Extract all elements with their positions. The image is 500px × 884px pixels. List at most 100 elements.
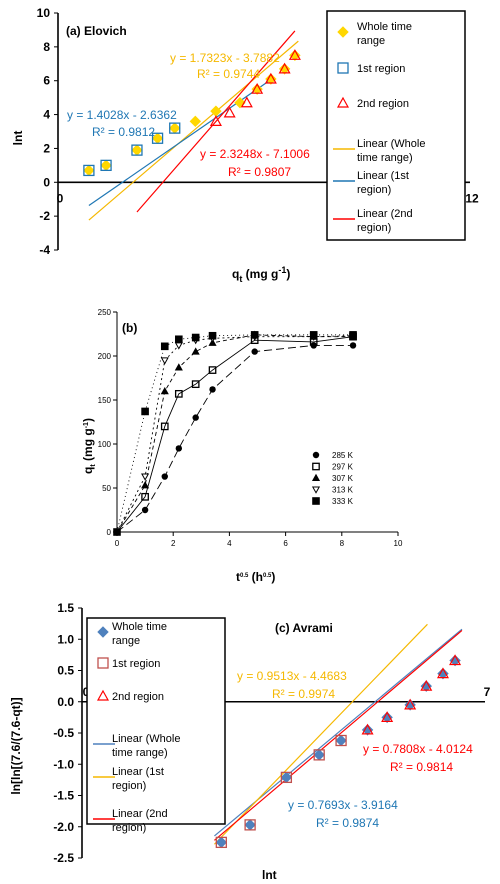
point-297k [208,366,217,374]
chart-a-eq-whole: y = 1.7323x - 3.7882 [170,51,280,65]
chart-a-fit-lines [88,30,299,221]
point-333k [349,331,357,339]
chart-c-title: (c) Avrami [275,621,333,635]
legend-label: Linear (2nd [112,808,168,820]
chart-c-points [215,654,462,849]
point-333k [309,331,318,339]
chart-b-legend: 285 K 297 K 307 K 313 K 333 K [311,451,354,506]
legend-label: Linear (1st [112,766,164,778]
legend-label: Linear (Whole [112,733,180,745]
x-tick-label: 0 [57,191,64,205]
point-second-triangle [381,711,394,722]
point-whole-diamond [83,164,95,177]
y-tick-label: -1.0 [53,757,74,771]
chart-a-title: (a) Elovich [66,24,127,38]
chart-a-xlabel: qt (mg g-1) [232,265,290,284]
point-333k [250,331,259,339]
point-307k [174,363,183,371]
legend-frame [86,617,226,825]
point-whole-diamond [131,144,143,156]
fit-line-first [88,76,275,207]
x-tick-label: 7 [484,685,491,699]
point-second-triangle [223,106,236,118]
point-first-square [313,749,325,761]
point-285k [161,473,168,480]
x-tick-label: 0 [83,685,90,699]
legend-symbol [311,473,321,482]
legend-label: Linear (1st [357,170,409,182]
legend-label: region) [357,184,391,196]
y-tick-label: 2 [43,141,50,155]
point-first-square [83,164,95,177]
chart-a-ylabel: lnt [11,131,25,146]
point-whole-diamond [335,734,347,747]
point-whole-diamond [234,97,246,109]
point-whole-diamond [100,159,112,172]
legend-label: Linear (2nd [357,208,413,220]
point-307k [141,481,150,489]
fit-line-whole [88,40,299,221]
point-297k [141,492,149,501]
point-whole-diamond [189,115,202,128]
chart-a-eq-second: y = 2.3248x - 7.1006 [200,147,310,161]
point-313k [141,473,150,481]
y-tick-label: 1.0 [57,632,74,646]
point-second-triangle [264,72,277,84]
series-line-307k [116,334,354,533]
legend-label: time range) [357,152,413,164]
y-tick-label: -0.5 [53,726,74,740]
point-285k [192,414,199,421]
point-second-triangle [278,62,291,74]
point-whole-diamond [215,836,228,849]
point-285k [141,506,149,514]
point-333k [191,333,200,342]
point-origin [113,528,121,536]
chart-c-ylabel: ln[ln[(7.6/(7.6-qt)] [9,697,23,794]
chart-c-xlabel: lnt [262,868,277,882]
point-whole-diamond [437,667,449,680]
legend-label: range [112,635,140,647]
point-whole-diamond [420,680,432,692]
point-second-triangle [251,82,264,94]
y-tick-label: 1.5 [57,601,74,615]
point-whole-diamond [381,711,393,724]
chart-b-points [113,330,358,536]
y-tick-label: 6 [43,74,50,88]
point-333k [160,342,169,351]
y-tick-label: 0 [107,528,112,537]
x-tick-label: 0 [115,539,120,548]
point-307k [191,347,200,355]
point-second-triangle [404,698,417,710]
y-tick-label: 0.0 [57,695,74,709]
point-first-square [151,132,164,144]
legend-label: 2nd region [112,691,164,703]
y-tick-label: 4 [43,108,50,122]
chart-c-eq-whole: y = 0.7693x - 3.9164 [288,798,398,812]
x-tick-label: 12 [465,191,479,205]
x-tick-label: 6 [283,539,288,548]
x-tick-label: 2 [171,539,176,548]
point-first-square [215,836,227,849]
legend-label: 307 K [332,474,354,483]
series-line-297k [116,336,354,533]
y-tick-label: 0 [43,175,50,189]
legend-label: 1st region [112,658,160,670]
y-tick-label: 100 [98,440,112,449]
y-tick-label: 10 [37,6,51,20]
point-285k [175,445,183,452]
legend-symbol [97,626,109,638]
chart-c-eq-first: y = 0.9513x - 4.4683 [237,669,347,683]
chart-a-points [83,49,301,177]
legend-symbol [311,486,321,494]
point-285k [349,342,357,349]
legend-label: time range) [112,747,168,759]
chart-c-legend: Whole time range 1st region 2nd region Linea… [86,617,226,834]
point-whole-diamond [244,819,256,831]
legend-frame [326,10,466,241]
point-307k [160,386,169,395]
point-313k [174,342,183,350]
point-first-square [100,159,112,172]
chart-c-axes: -2.5 -2.0 -1.5 -1.0 -0.5 0.0 0.5 1.0 1.5 0 7 [53,601,490,865]
legend-label: 1st region [357,63,405,75]
point-second-triangle [288,49,301,60]
